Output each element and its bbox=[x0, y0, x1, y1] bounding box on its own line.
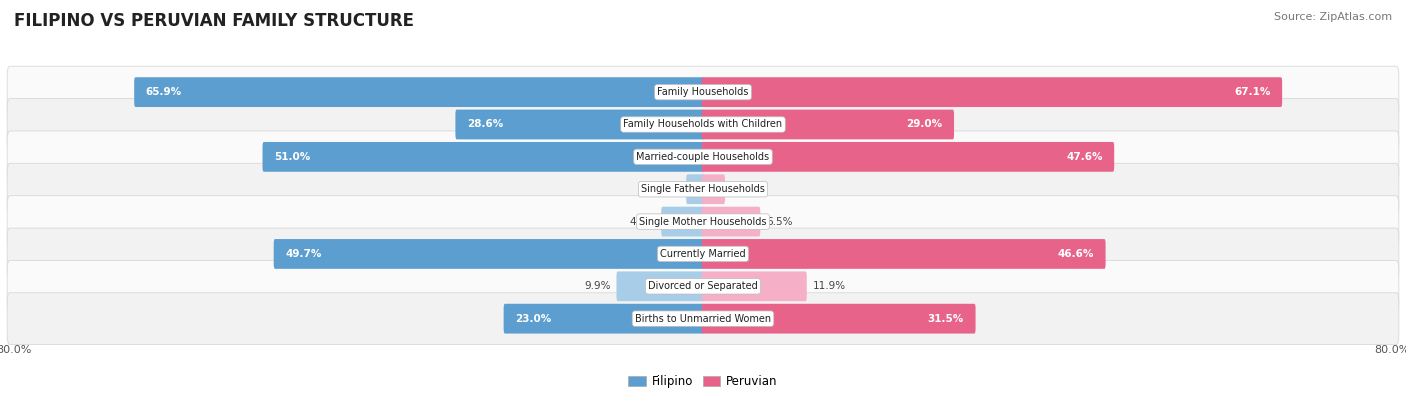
FancyBboxPatch shape bbox=[456, 109, 704, 139]
Text: 9.9%: 9.9% bbox=[585, 281, 610, 291]
FancyBboxPatch shape bbox=[702, 142, 1114, 172]
Text: 11.9%: 11.9% bbox=[813, 281, 845, 291]
Text: 1.8%: 1.8% bbox=[654, 184, 681, 194]
Text: FILIPINO VS PERUVIAN FAMILY STRUCTURE: FILIPINO VS PERUVIAN FAMILY STRUCTURE bbox=[14, 12, 413, 30]
FancyBboxPatch shape bbox=[134, 77, 704, 107]
FancyBboxPatch shape bbox=[702, 304, 976, 333]
FancyBboxPatch shape bbox=[263, 142, 704, 172]
Text: 6.5%: 6.5% bbox=[766, 216, 793, 227]
Text: 51.0%: 51.0% bbox=[274, 152, 311, 162]
FancyBboxPatch shape bbox=[274, 239, 704, 269]
Text: 31.5%: 31.5% bbox=[928, 314, 965, 324]
FancyBboxPatch shape bbox=[702, 109, 955, 139]
FancyBboxPatch shape bbox=[7, 163, 1399, 215]
FancyBboxPatch shape bbox=[503, 304, 704, 333]
FancyBboxPatch shape bbox=[7, 66, 1399, 118]
FancyBboxPatch shape bbox=[7, 131, 1399, 183]
Text: Single Father Households: Single Father Households bbox=[641, 184, 765, 194]
Text: 29.0%: 29.0% bbox=[907, 120, 942, 130]
Text: Currently Married: Currently Married bbox=[661, 249, 745, 259]
Text: 23.0%: 23.0% bbox=[515, 314, 551, 324]
Text: 28.6%: 28.6% bbox=[467, 120, 503, 130]
Text: 49.7%: 49.7% bbox=[285, 249, 322, 259]
FancyBboxPatch shape bbox=[702, 207, 761, 237]
Text: 47.6%: 47.6% bbox=[1066, 152, 1102, 162]
FancyBboxPatch shape bbox=[686, 174, 704, 204]
Text: Family Households: Family Households bbox=[658, 87, 748, 97]
FancyBboxPatch shape bbox=[7, 260, 1399, 312]
Text: 65.9%: 65.9% bbox=[146, 87, 181, 97]
Text: Source: ZipAtlas.com: Source: ZipAtlas.com bbox=[1274, 12, 1392, 22]
FancyBboxPatch shape bbox=[616, 271, 704, 301]
Text: 4.7%: 4.7% bbox=[628, 216, 655, 227]
Text: Married-couple Households: Married-couple Households bbox=[637, 152, 769, 162]
FancyBboxPatch shape bbox=[7, 196, 1399, 248]
Text: Single Mother Households: Single Mother Households bbox=[640, 216, 766, 227]
Text: Divorced or Separated: Divorced or Separated bbox=[648, 281, 758, 291]
Text: 2.4%: 2.4% bbox=[731, 184, 756, 194]
Text: Family Households with Children: Family Households with Children bbox=[623, 120, 783, 130]
FancyBboxPatch shape bbox=[702, 77, 1282, 107]
FancyBboxPatch shape bbox=[7, 228, 1399, 280]
FancyBboxPatch shape bbox=[661, 207, 704, 237]
FancyBboxPatch shape bbox=[702, 174, 725, 204]
Text: 46.6%: 46.6% bbox=[1057, 249, 1094, 259]
Legend: Filipino, Peruvian: Filipino, Peruvian bbox=[623, 371, 783, 393]
Text: Births to Unmarried Women: Births to Unmarried Women bbox=[636, 314, 770, 324]
FancyBboxPatch shape bbox=[7, 99, 1399, 150]
FancyBboxPatch shape bbox=[702, 271, 807, 301]
FancyBboxPatch shape bbox=[7, 293, 1399, 344]
FancyBboxPatch shape bbox=[702, 239, 1105, 269]
Text: 67.1%: 67.1% bbox=[1234, 87, 1271, 97]
